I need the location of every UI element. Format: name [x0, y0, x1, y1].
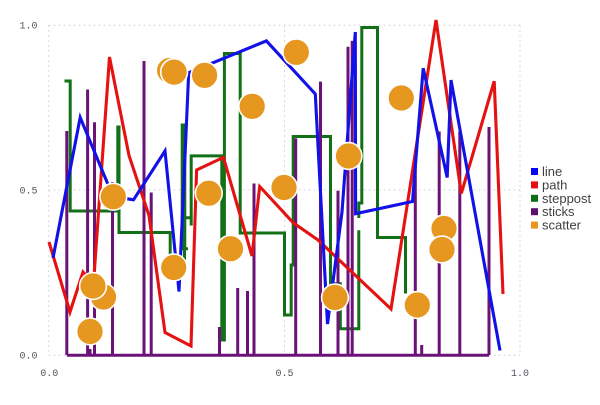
svg-text:0.0: 0.0 — [40, 369, 58, 380]
svg-text:1.0: 1.0 — [511, 369, 529, 380]
svg-text:sticks: sticks — [542, 204, 575, 219]
svg-text:scatter: scatter — [542, 218, 582, 233]
svg-text:0.5: 0.5 — [19, 186, 37, 197]
svg-text:0.5: 0.5 — [275, 369, 293, 380]
svg-text:steppost: steppost — [542, 191, 592, 206]
svg-text:1.0: 1.0 — [19, 22, 37, 33]
svg-text:0.0: 0.0 — [19, 352, 37, 363]
svg-text:path: path — [542, 177, 567, 192]
svg-text:line: line — [542, 164, 562, 179]
